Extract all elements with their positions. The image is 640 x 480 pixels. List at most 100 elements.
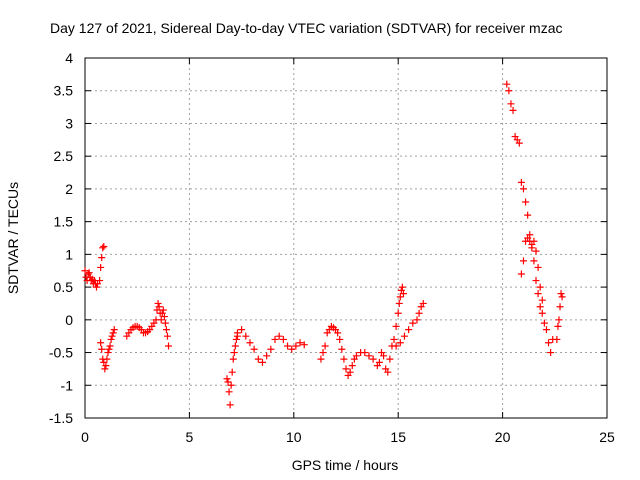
data-point: [390, 335, 398, 343]
data-point: [395, 299, 403, 307]
data-point: [96, 277, 104, 285]
data-point: [238, 326, 246, 334]
data-point: [317, 355, 325, 363]
data-point: [530, 237, 538, 245]
y-tick-label: 1.5: [54, 214, 74, 230]
data-point: [163, 332, 171, 340]
data-point: [524, 211, 532, 219]
data-point: [530, 257, 538, 265]
data-point: [157, 316, 165, 324]
data-point: [263, 352, 271, 360]
data-point: [160, 313, 168, 321]
data-point: [227, 381, 235, 389]
data-point: [108, 332, 116, 340]
data-point: [292, 342, 300, 350]
data-point: [342, 365, 350, 373]
data-point: [532, 247, 540, 255]
data-point: [380, 352, 388, 360]
y-tick-label: -1.5: [49, 410, 73, 426]
x-tick-label: 0: [81, 429, 89, 445]
data-point: [509, 106, 517, 114]
data-point: [534, 290, 542, 298]
data-point: [348, 362, 356, 370]
data-point: [97, 339, 105, 347]
data-point: [519, 257, 527, 265]
data-point: [230, 349, 238, 357]
data-point: [99, 244, 107, 252]
series-segment-6: [223, 332, 241, 409]
data-point: [503, 80, 511, 88]
data-point: [558, 293, 566, 301]
data-point: [231, 342, 239, 350]
x-axis: 0 5 10 15 20 25: [81, 58, 615, 445]
data-point: [92, 283, 100, 291]
plot-frame: [84, 57, 608, 419]
data-point: [532, 277, 540, 285]
y-tick-label: -0.5: [49, 345, 73, 361]
data-point: [296, 339, 304, 347]
data-point: [365, 352, 373, 360]
data-point: [224, 378, 232, 386]
data-point: [225, 388, 233, 396]
series-segment-7: [233, 326, 308, 366]
data-point: [369, 355, 377, 363]
y-tick-label: 0.5: [54, 279, 74, 295]
data-point: [228, 368, 236, 376]
data-point: [409, 319, 417, 327]
y-tick-label: 1: [65, 246, 73, 262]
data-point: [229, 355, 237, 363]
data-point: [386, 355, 394, 363]
data-point: [507, 100, 515, 108]
data-point: [101, 365, 109, 373]
data-point: [98, 345, 106, 353]
series-segment-4: [123, 319, 158, 340]
data-point: [334, 329, 342, 337]
data-point: [338, 345, 346, 353]
data-point: [536, 303, 544, 311]
data-point: [517, 178, 525, 186]
data-point: [103, 355, 111, 363]
data-point: [555, 316, 563, 324]
x-axis-title: GPS time / hours: [292, 457, 399, 473]
y-tick-label: 3: [65, 115, 73, 131]
grid-lines: [85, 58, 607, 418]
data-point: [275, 332, 283, 340]
chart-title: Day 127 of 2021, Sidereal Day-to-day VTE…: [50, 20, 563, 36]
plot-border: [84, 57, 608, 419]
data-point: [300, 341, 308, 349]
data-point: [105, 345, 113, 353]
data-point: [400, 332, 408, 340]
data-point: [415, 309, 423, 317]
data-points: [81, 80, 566, 409]
data-point: [419, 299, 427, 307]
data-point: [394, 309, 402, 317]
data-point: [165, 342, 173, 350]
data-point: [254, 355, 262, 363]
data-point: [340, 355, 348, 363]
data-point: [284, 342, 292, 350]
data-point: [352, 352, 360, 360]
data-point: [396, 339, 404, 347]
series-segment-9: [352, 342, 396, 376]
x-tick-label: 5: [186, 429, 194, 445]
data-point: [392, 342, 400, 350]
data-point: [223, 375, 231, 383]
data-point: [413, 316, 421, 324]
data-point: [226, 401, 234, 409]
data-point: [515, 139, 523, 147]
data-point: [246, 339, 254, 347]
series-segment-13: [517, 234, 546, 304]
data-point: [522, 198, 530, 206]
data-point: [346, 368, 354, 376]
series-segment-12: [503, 80, 557, 357]
y-tick-label: 2.5: [54, 148, 74, 164]
data-point: [554, 322, 562, 330]
series-segment-2: [96, 243, 108, 285]
y-tick-label: 0: [65, 312, 73, 328]
x-tick-label: 20: [495, 429, 511, 445]
series-segment-10: [390, 283, 407, 343]
y-tick-label: 3.5: [54, 83, 74, 99]
data-point: [258, 358, 266, 366]
x-tick-label: 10: [286, 429, 302, 445]
data-point: [538, 296, 546, 304]
